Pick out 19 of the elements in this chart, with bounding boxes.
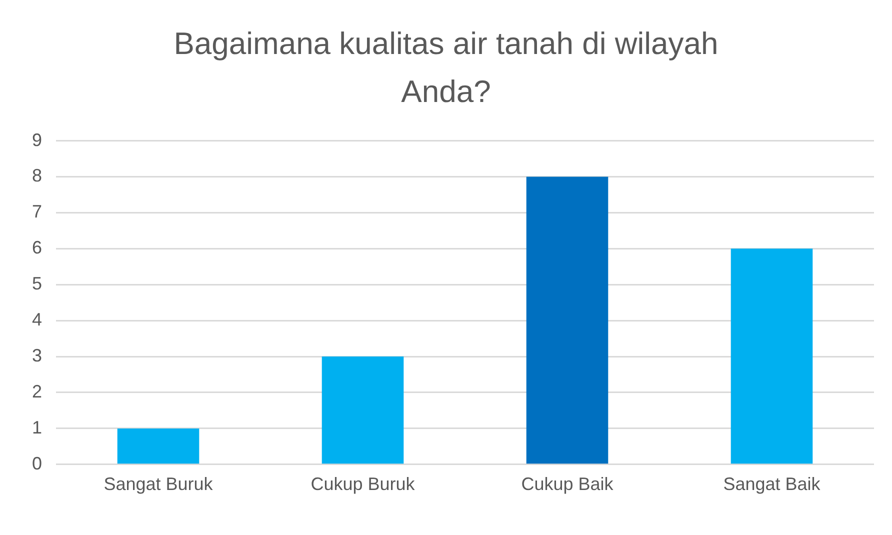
y-tick-label: 3 xyxy=(32,346,42,366)
bar xyxy=(322,356,404,464)
x-tick-label: Cukup Buruk xyxy=(310,474,416,494)
y-tick-label: 1 xyxy=(32,417,42,438)
x-tick-label: Sangat Baik xyxy=(723,474,822,494)
y-tick-label: 5 xyxy=(32,274,42,294)
y-tick-label: 2 xyxy=(32,381,42,402)
x-tick-label: Sangat Buruk xyxy=(104,474,214,494)
y-tick-label: 8 xyxy=(32,166,42,186)
chart-title: Bagaimana kualitas air tanah di wilayah Anda? xyxy=(172,25,720,111)
bar xyxy=(730,248,813,464)
bar xyxy=(117,428,200,464)
y-tick-label: 6 xyxy=(32,238,42,258)
y-tick-label: 9 xyxy=(32,130,42,150)
y-tick-label: 4 xyxy=(32,310,42,330)
x-tick-label: Cukup Baik xyxy=(521,474,614,494)
y-tick-label: 0 xyxy=(32,453,42,474)
bar xyxy=(526,176,608,464)
y-tick-label: 7 xyxy=(32,202,42,222)
